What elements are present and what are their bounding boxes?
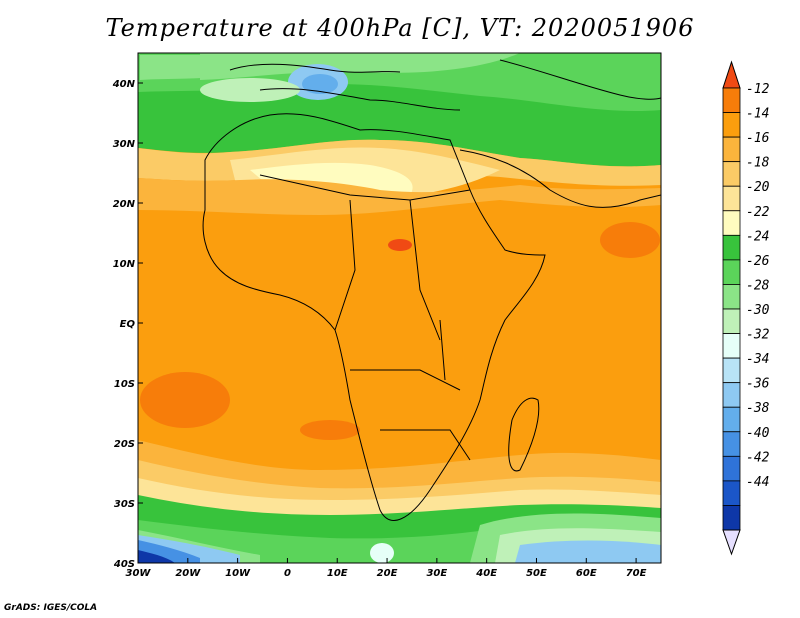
lat-tick-label: 10S [114, 379, 135, 390]
colorbar: -12 -14 -16 -18 -20 -22 -24 -26 -28 -30 -32 -34 -36 -… [722, 60, 770, 556]
lon-tick-label: 30E [426, 568, 447, 579]
colorbar-label: -32 [746, 328, 770, 343]
madagascar-coast [508, 397, 540, 472]
colorbar-swatch [722, 480, 741, 506]
field-band-14b [140, 372, 230, 428]
sa-border [380, 429, 471, 461]
colorbar-swatch [722, 308, 741, 334]
colorbar-label: -34 [746, 352, 769, 367]
colorbar-swatch [722, 431, 741, 457]
colorbar-label: -40 [746, 426, 770, 441]
colorbar-swatch [722, 406, 741, 433]
colorbar-label: -18 [746, 156, 770, 171]
lakes [439, 319, 446, 381]
colorbar-swatch [722, 333, 741, 359]
latitude-axis: 40N 30N 20N 10N EQ 10S 20S 30S 40S [112, 79, 143, 570]
field-band-17 [138, 178, 661, 215]
colorbar-label: -26 [746, 254, 770, 269]
lon-tick-label: 70E [626, 568, 647, 579]
field-band-30s [370, 543, 394, 563]
lat-tick-label: 30N [113, 139, 136, 150]
lon-tick-label: 40E [475, 568, 497, 579]
longitude-axis: 30W 20W 10W 0 10E 20E 30E 40E 50E 60E 70E [126, 558, 647, 579]
colorbar-swatch [722, 505, 741, 531]
lat-tick-label: 40S [113, 559, 135, 570]
colorbar-label: -28 [746, 278, 770, 293]
field-band-40sw [138, 550, 175, 563]
lon-tick-label: 60E [576, 568, 597, 579]
europe-coast [229, 63, 401, 73]
colorbar-bottom-triangle [722, 529, 741, 556]
lat-tick-label: 10N [113, 259, 136, 270]
colorbar-swatch [722, 161, 741, 187]
asia-border [499, 59, 661, 100]
lon-tick-label: 0 [284, 568, 291, 579]
east-border [409, 199, 441, 341]
colorbar-label: -44 [746, 475, 769, 490]
lat-tick-label: 20N [113, 199, 136, 210]
colorbar-label: -16 [746, 131, 770, 146]
colorbar-swatch [722, 382, 741, 408]
med-coast [259, 88, 461, 111]
lon-tick-label: 10E [327, 568, 348, 579]
colorbar-swatch [722, 112, 741, 138]
colorbar-label: -12 [746, 82, 770, 97]
colorbar-swatch [722, 136, 741, 163]
temperature-field [138, 53, 661, 563]
colorbar-swatch [722, 357, 741, 384]
colorbar-label: -14 [746, 107, 769, 122]
colorbar-label: -38 [746, 401, 770, 416]
arabia-coast [459, 149, 661, 208]
lon-tick-label: 20E [377, 568, 398, 579]
colorbar-swatch [722, 234, 741, 261]
colorbar-swatch [722, 87, 741, 113]
colorbar-swatch [722, 185, 741, 212]
central-border [334, 199, 356, 331]
colorbar-top-triangle [722, 60, 741, 89]
field-band-14c [300, 420, 360, 440]
field-band-29 [200, 78, 300, 102]
plot-frame [137, 52, 662, 564]
lon-tick-label: 20W [175, 568, 201, 579]
south-border [350, 369, 461, 391]
field-band-34 [302, 74, 338, 94]
colorbar-swatch [722, 210, 741, 236]
lon-tick-label: 10W [225, 568, 251, 579]
colorbar-label: -20 [746, 180, 770, 195]
colorbar-label: -36 [746, 377, 770, 392]
africa-coast [202, 113, 546, 521]
lat-tick-label: EQ [120, 319, 136, 330]
lat-tick-label: 40N [112, 79, 136, 90]
field-band-32s [515, 540, 661, 563]
lat-tick-label: 20S [114, 439, 135, 450]
colorbar-label: -30 [746, 303, 770, 318]
field-band-12 [388, 239, 412, 251]
sahel-border [259, 174, 471, 201]
lat-tick-label: 30S [114, 499, 135, 510]
colorbar-swatch [722, 259, 741, 285]
map-title: Temperature at 400hPa [C], VT: 202005190… [105, 14, 695, 42]
lon-tick-label: 50E [526, 568, 547, 579]
colorbar-label: -22 [746, 205, 770, 220]
lon-tick-label: 30W [126, 568, 152, 579]
colorbar-label: -42 [746, 450, 770, 465]
field-band-28b [140, 55, 230, 80]
colorbar-label: -24 [746, 229, 769, 244]
colorbar-swatch [722, 455, 741, 482]
colorbar-swatch [722, 284, 741, 310]
coastlines [202, 59, 661, 521]
field-band-28 [200, 53, 520, 80]
footer-credit: GrADS: IGES/COLA [4, 603, 98, 613]
field-band-14a [600, 222, 660, 258]
